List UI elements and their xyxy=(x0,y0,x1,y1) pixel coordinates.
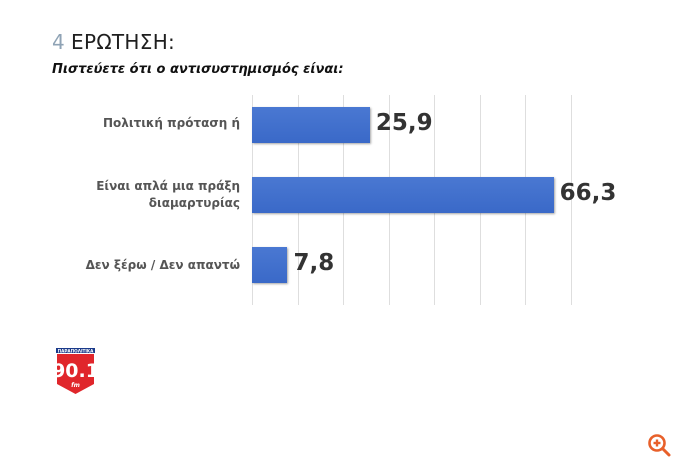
question-number: 4 xyxy=(52,30,66,54)
category-label: Είναι απλά μια πράξη διαμαρτυρίας xyxy=(96,179,240,210)
bar xyxy=(252,177,554,213)
bar xyxy=(252,247,288,283)
svg-text:90.1: 90.1 xyxy=(56,360,95,382)
value-label: 66,3 xyxy=(559,180,617,206)
category-label: Πολιτική πρόταση ή xyxy=(103,116,240,130)
radio-logo: ΠΑΡΑΠΟΛΙΤΙΚΑ 90.1 fm xyxy=(56,348,95,394)
bar xyxy=(252,107,370,143)
svg-text:fm: fm xyxy=(71,382,80,389)
value-label: 7,8 xyxy=(293,250,335,276)
value-label: 25,9 xyxy=(375,110,433,136)
bar-chart: 25,9 66,3 7,8 xyxy=(252,95,616,305)
question-label: ΕΡΩΤΗΣΗ: xyxy=(71,30,176,54)
zoom-in-icon[interactable] xyxy=(646,432,672,458)
question-title: 4 ΕΡΩΤΗΣΗ: xyxy=(52,30,175,54)
question-text: Πιστεύετε ότι ο αντισυστημισμός είναι: xyxy=(52,62,344,77)
gridline xyxy=(570,95,572,305)
category-label: Δεν ξέρω / Δεν απαντώ xyxy=(85,258,240,272)
svg-text:ΠΑΡΑΠΟΛΙΤΙΚΑ: ΠΑΡΑΠΟΛΙΤΙΚΑ xyxy=(58,348,95,353)
